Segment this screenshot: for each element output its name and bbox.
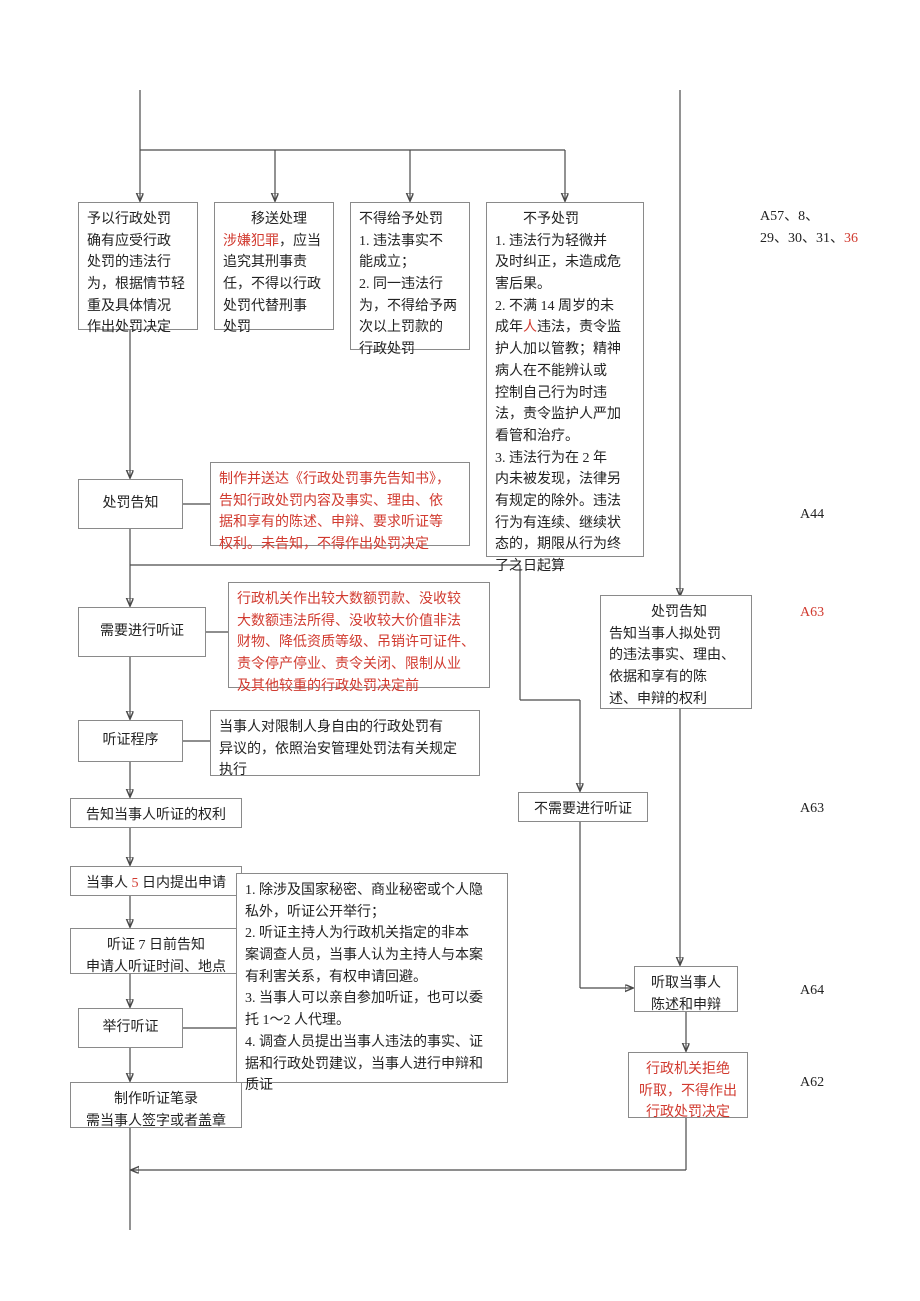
node-n4: 不予处罚 1. 违法行为轻微并 及时纠正，未造成危 害后果。 2. 不满 14 … bbox=[486, 202, 644, 557]
node-n15: 听取当事人 陈述和申辩 bbox=[634, 966, 738, 1012]
node-n8: 告知当事人听证的权利 bbox=[70, 798, 242, 828]
node-n7-note: 当事人对限制人身自由的行政处罚有 异议的，依照治安管理处罚法有关规定 执行 bbox=[210, 710, 480, 776]
node-n16: 行政机关拒绝 听取，不得作出 行政处罚决定 bbox=[628, 1052, 748, 1118]
ref-r5: A64 bbox=[800, 980, 824, 1002]
node-n5: 处罚告知 bbox=[78, 479, 183, 529]
node-n5-note: 制作并送达《行政处罚事先告知书》， 告知行政处罚内容及事实、理由、依 据和享有的… bbox=[210, 462, 470, 546]
flowchart-canvas: A57、8、 29、30、31、36 A44 A63 A63 A64 A62 予… bbox=[0, 0, 920, 1301]
node-n12: 制作听证笔录 需当事人签字或者盖章 bbox=[70, 1082, 242, 1128]
node-n9: 当事人 5 日内提出申请 bbox=[70, 866, 242, 896]
ref-r2: A44 bbox=[800, 504, 824, 526]
ref-r6: A62 bbox=[800, 1072, 824, 1094]
node-n6: 需要进行听证 bbox=[78, 607, 206, 657]
ref-r4: A63 bbox=[800, 798, 824, 820]
node-n7: 听证程序 bbox=[78, 720, 183, 762]
node-n2: 移送处理 涉嫌犯罪，应当 追究其刑事责 任，不得以行政 处罚代替刑事 处罚 bbox=[214, 202, 334, 330]
node-n1: 予以行政处罚 确有应受行政 处罚的违法行 为，根据情节轻 重及具体情况 作出处罚… bbox=[78, 202, 198, 330]
node-list: 1. 除涉及国家秘密、商业秘密或个人隐 私外，听证公开举行； 2. 听证主持人为… bbox=[236, 873, 508, 1083]
ref-r3: A63 bbox=[800, 602, 824, 624]
node-n11: 举行听证 bbox=[78, 1008, 183, 1048]
node-n10: 听证 7 日前告知 申请人听证时间、地点 bbox=[70, 928, 242, 974]
node-n14: 处罚告知 告知当事人拟处罚 的违法事实、理由、 依据和享有的陈 述、申辩的权利 bbox=[600, 595, 752, 709]
node-n3: 不得给予处罚 1. 违法事实不 能成立； 2. 同一违法行 为，不得给予两 次以… bbox=[350, 202, 470, 350]
ref-r1: A57、8、 29、30、31、36 bbox=[760, 206, 900, 249]
node-n13: 不需要进行听证 bbox=[518, 792, 648, 822]
node-n6-note: 行政机关作出较大数额罚款、没收较 大数额违法所得、没收较大价值非法 财物、降低资… bbox=[228, 582, 490, 688]
